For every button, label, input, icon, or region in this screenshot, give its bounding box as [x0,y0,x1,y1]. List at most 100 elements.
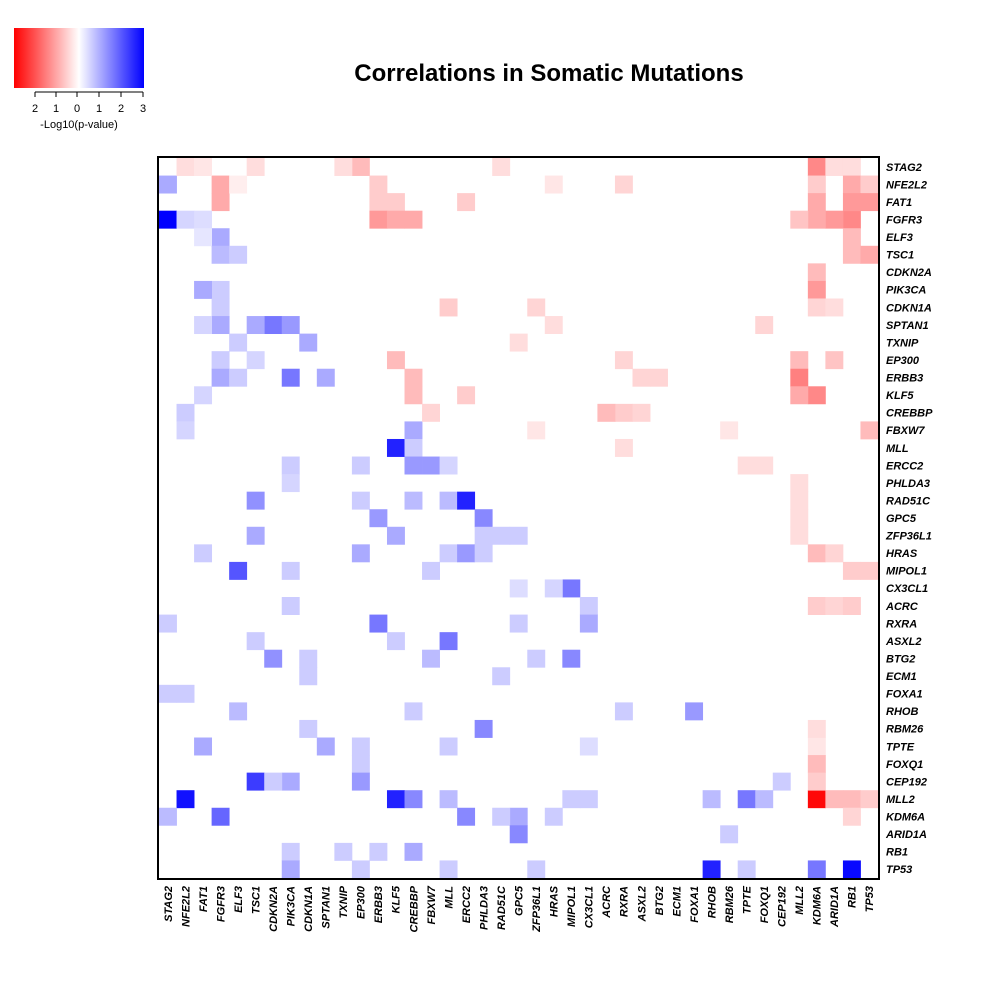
heatmap-cell [439,790,458,809]
heatmap-cell [860,193,879,212]
heatmap-cell [211,175,230,194]
heatmap-cell [509,579,528,598]
heatmap-cell [229,561,248,580]
heatmap-cell [194,158,213,176]
heatmap-cell [509,807,528,826]
column-label: TP53 [864,886,876,912]
heatmap-cell [737,860,756,879]
heatmap-cell [299,649,318,668]
heatmap-cell [264,316,283,335]
heatmap-cell [457,386,476,405]
legend-ticks: 2 1 0 1 2 3 [32,91,146,115]
heatmap-cell [439,860,458,879]
column-label: RXRA [619,886,631,917]
heatmap-cell [790,509,809,528]
heatmap-cell [474,719,493,738]
heatmap-cell [369,210,388,229]
heatmap-cell [229,702,248,721]
heatmap-cell [755,316,774,335]
heatmap-cell [842,175,861,194]
heatmap-cell [334,158,353,176]
heatmap-cell [474,509,493,528]
heatmap-cell [527,298,546,317]
heatmap-cell [807,298,826,317]
row-label: KLF5 [886,390,914,402]
row-label: PHLDA3 [886,478,930,490]
row-label: ERCC2 [886,460,923,472]
heatmap-cell [614,438,633,457]
heatmap-cell [369,175,388,194]
heatmap-cell [194,737,213,756]
column-label: RHOB [706,886,718,918]
heatmap-cell [720,421,739,440]
heatmap-cell [404,842,423,861]
heatmap-cell [246,526,265,545]
row-label: RXRA [886,618,917,630]
column-label: HRAS [549,885,561,917]
column-label: TPTE [741,885,753,914]
column-label: ELF3 [233,886,245,913]
heatmap-cell [316,737,335,756]
heatmap-cell [527,649,546,668]
row-label: FBXW7 [886,425,925,437]
heatmap-cell [404,210,423,229]
heatmap-cell [509,614,528,633]
heatmap-cell [842,860,861,879]
heatmap-cell [807,719,826,738]
heatmap-cell [211,298,230,317]
column-label: TSC1 [250,886,262,914]
column-labels: STAG2 NFE2L2 FAT1 FGFR3 ELF3 TSC1 CDKN2A PIK3CA… [163,885,876,933]
heatmap-cell [176,158,195,176]
heatmap-cell [790,526,809,545]
heatmap-cell [439,737,458,756]
heatmap-cell [860,421,879,440]
heatmap-cell [807,544,826,563]
column-label: RAD51C [496,885,508,930]
row-label: KDM6A [886,812,925,824]
heatmap-cell [474,544,493,563]
heatmap-cell [386,438,405,457]
row-label: MLL [886,443,909,455]
heatmap-cell [299,333,318,352]
column-label: ERCC2 [461,886,473,923]
heatmap-cell [807,597,826,615]
heatmap-cell [299,719,318,738]
column-label: MIPOL1 [566,886,578,927]
row-label: RB1 [886,847,908,859]
heatmap-cell [281,368,300,387]
heatmap-cell [246,316,265,335]
heatmap-cells [159,158,879,879]
row-label: ZFP36L1 [885,531,932,543]
heatmap-cell [702,790,721,809]
heatmap-cell [159,210,177,229]
heatmap-cell [194,228,213,247]
heatmap-cell [316,368,335,387]
heatmap-cell [246,158,265,176]
column-label: CX3CL1 [584,886,596,928]
heatmap-cell [351,737,370,756]
heatmap-cell [842,561,861,580]
row-label: ACRC [885,601,919,613]
heatmap-cell [807,280,826,299]
heatmap-cell [492,158,511,176]
heatmap-cell [264,649,283,668]
row-label: ELF3 [886,232,913,244]
heatmap-cell [404,702,423,721]
heatmap-cell [562,649,581,668]
heatmap-cell [790,386,809,405]
row-label: RHOB [886,706,918,718]
heatmap-cell [790,474,809,493]
heatmap-cell [632,403,651,422]
row-label: FOXA1 [886,689,923,701]
column-label: CDKN2A [268,886,280,932]
heatmap-cell [737,456,756,475]
heatmap-cell [194,316,213,335]
heatmap-cell [509,333,528,352]
row-label: CDKN2A [886,267,932,279]
heatmap-cell [281,842,300,861]
column-label: SPTAN1 [321,886,333,929]
heatmap-cell [246,772,265,791]
heatmap-cell [457,544,476,563]
heatmap-cell [176,421,195,440]
